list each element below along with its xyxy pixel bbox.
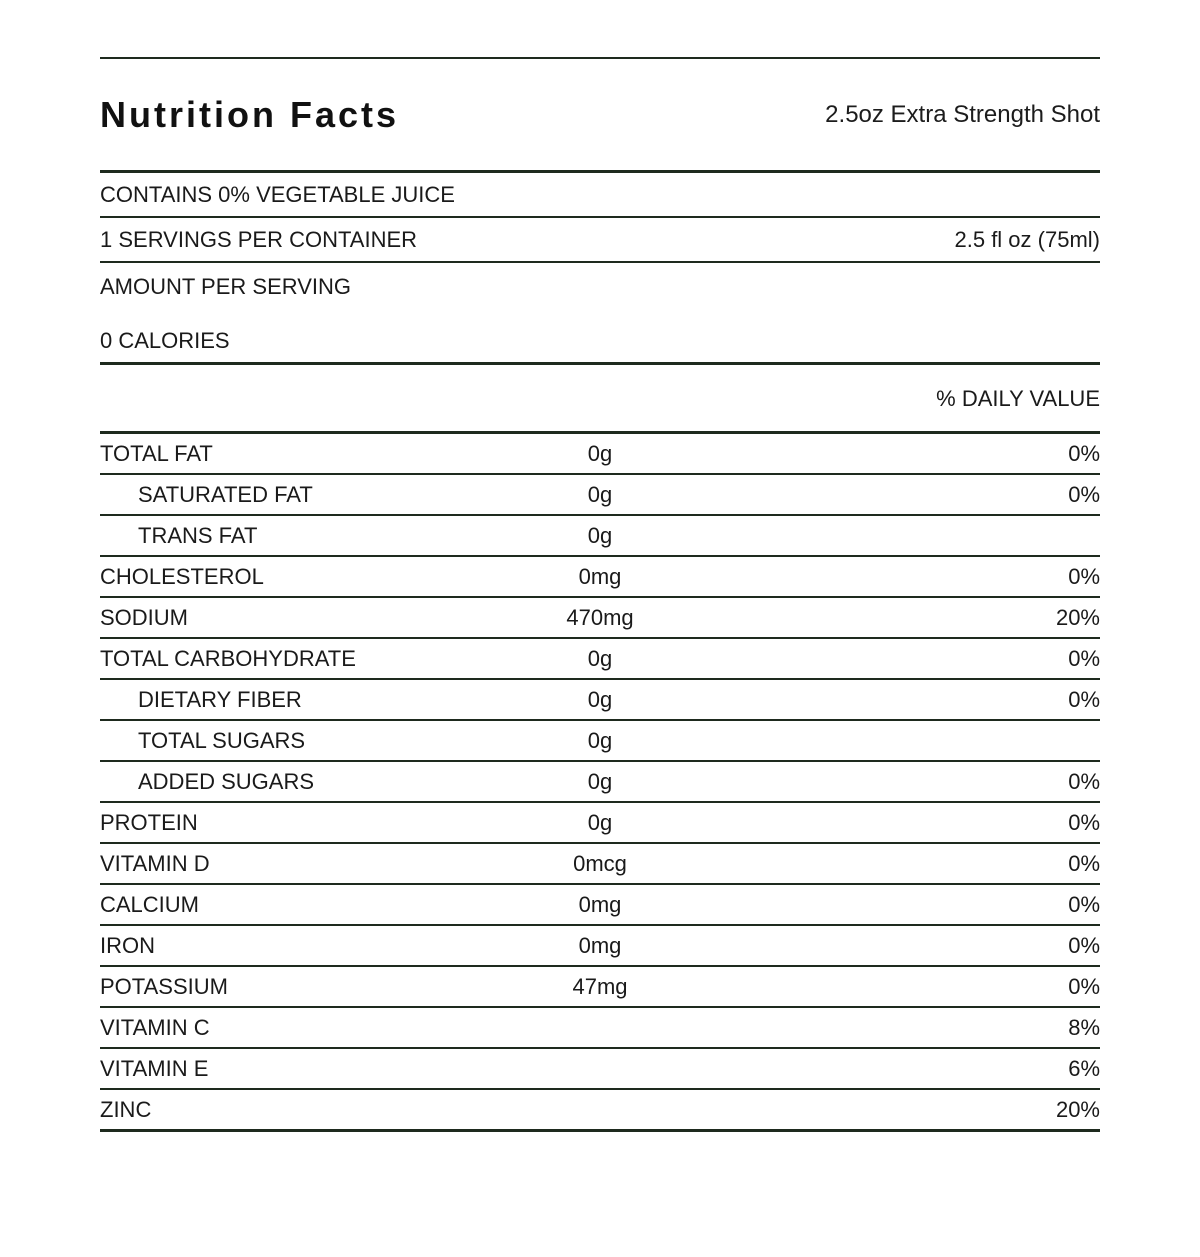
nutrient-name: CHOLESTEROL [100, 564, 264, 589]
nutrient-amount: 0g [587, 482, 613, 507]
serving-title: 2.5oz Extra Strength Shot [825, 100, 1100, 128]
nutrient-row: CALCIUM 0mg 0% [100, 885, 1100, 926]
servings-per-container: 1 SERVINGS PER CONTAINER [100, 227, 418, 252]
contains-statement: CONTAINS 0% VEGETABLE JUICE [100, 173, 1100, 218]
nutrient-daily-value: 0% [1068, 769, 1100, 794]
label-header: Nutrition Facts 2.5oz Extra Strength Sho… [100, 59, 1100, 173]
nutrient-amount: 0mg [578, 892, 622, 917]
nutrient-row: TOTAL FAT 0g 0% [100, 434, 1100, 475]
nutrient-name: ADDED SUGARS [138, 769, 315, 794]
nutrient-amount: 0g [587, 687, 613, 712]
nutrient-row: ZINC 20% [100, 1090, 1100, 1132]
nutrient-name: ZINC [100, 1097, 152, 1122]
nutrient-row: VITAMIN D 0mcg 0% [100, 844, 1100, 885]
nutrient-daily-value: 0% [1068, 564, 1100, 589]
nutrient-row: POTASSIUM 47mg 0% [100, 967, 1100, 1008]
nutrient-name: TRANS FAT [138, 523, 258, 548]
nutrient-amount: 0mcg [573, 851, 627, 876]
nutrient-name: TOTAL SUGARS [138, 728, 306, 753]
nutrient-row: TRANS FAT 0g [100, 516, 1100, 557]
nutrient-amount: 0g [587, 441, 613, 466]
nutrient-name: DIETARY FIBER [138, 687, 302, 712]
nutrient-row: DIETARY FIBER 0g 0% [100, 680, 1100, 721]
nutrient-name: VITAMIN D [100, 851, 210, 876]
nutrient-daily-value: 20% [1055, 605, 1100, 630]
nutrient-amount: 0g [587, 646, 613, 671]
nutrient-row: TOTAL CARBOHYDRATE 0g 0% [100, 639, 1100, 680]
nutrient-row: SATURATED FAT 0g 0% [100, 475, 1100, 516]
nutrient-daily-value: 0% [1068, 892, 1100, 917]
serving-size: 2.5 fl oz (75ml) [954, 227, 1101, 252]
nutrient-name: TOTAL FAT [100, 441, 213, 466]
nutrient-daily-value: 8% [1068, 1015, 1100, 1040]
daily-value-header: % DAILY VALUE [100, 365, 1100, 434]
nutrient-daily-value: 0% [1068, 482, 1100, 507]
nutrient-amount: 0mg [578, 564, 622, 589]
nutrient-daily-value: 20% [1055, 1097, 1100, 1122]
nutrient-row: SODIUM 470mg 20% [100, 598, 1100, 639]
nutrient-row: CHOLESTEROL 0mg 0% [100, 557, 1100, 598]
nutrient-amount: 47mg [572, 974, 628, 999]
nutrient-amount: 0mg [578, 933, 622, 958]
nutrient-name: TOTAL CARBOHYDRATE [100, 646, 356, 671]
nutrient-table: TOTAL FAT 0g 0% SATURATED FAT 0g 0% TRANS FAT 0… [100, 434, 1100, 1132]
nutrient-name: SATURATED FAT [138, 482, 313, 507]
nutrient-name: CALCIUM [100, 892, 200, 917]
top-rule [100, 57, 1100, 59]
nutrient-amount: 0g [587, 810, 613, 835]
nutrient-daily-value: 0% [1068, 810, 1100, 835]
nutrient-daily-value: 0% [1068, 933, 1100, 958]
nutrient-name: SODIUM [100, 605, 188, 630]
nutrient-name: VITAMIN C [100, 1015, 210, 1040]
amount-per-serving-label: AMOUNT PER SERVING [100, 274, 352, 299]
nutrient-name: POTASSIUM [100, 974, 228, 999]
nutrient-row: ADDED SUGARS 0g 0% [100, 762, 1100, 803]
nutrient-daily-value: 0% [1068, 441, 1100, 466]
nutrient-name: VITAMIN E [100, 1056, 209, 1081]
nutrient-daily-value: 0% [1068, 974, 1100, 999]
page-title: Nutrition Facts [100, 93, 400, 135]
nutrient-daily-value: 0% [1068, 851, 1100, 876]
nutrient-row: VITAMIN C 8% [100, 1008, 1100, 1049]
nutrient-amount: 0g [587, 523, 613, 548]
nutrient-name: IRON [100, 933, 155, 958]
nutrient-row: PROTEIN 0g 0% [100, 803, 1100, 844]
nutrition-facts-panel: Nutrition Facts 2.5oz Extra Strength Sho… [100, 57, 1100, 1132]
nutrient-row: VITAMIN E 6% [100, 1049, 1100, 1090]
calories-row: 0 CALORIES [100, 307, 1100, 365]
nutrient-amount: 0g [587, 769, 613, 794]
nutrient-amount: 0g [587, 728, 613, 753]
servings-row: 1 SERVINGS PER CONTAINER 2.5 fl oz (75ml… [100, 218, 1100, 263]
nutrient-amount: 470mg [566, 605, 634, 630]
nutrient-daily-value: 0% [1068, 646, 1100, 671]
nutrient-daily-value: 6% [1068, 1056, 1100, 1081]
nutrient-row: IRON 0mg 0% [100, 926, 1100, 967]
nutrient-name: PROTEIN [100, 810, 198, 835]
nutrient-row: TOTAL SUGARS 0g [100, 721, 1100, 762]
nutrient-daily-value: 0% [1068, 687, 1100, 712]
